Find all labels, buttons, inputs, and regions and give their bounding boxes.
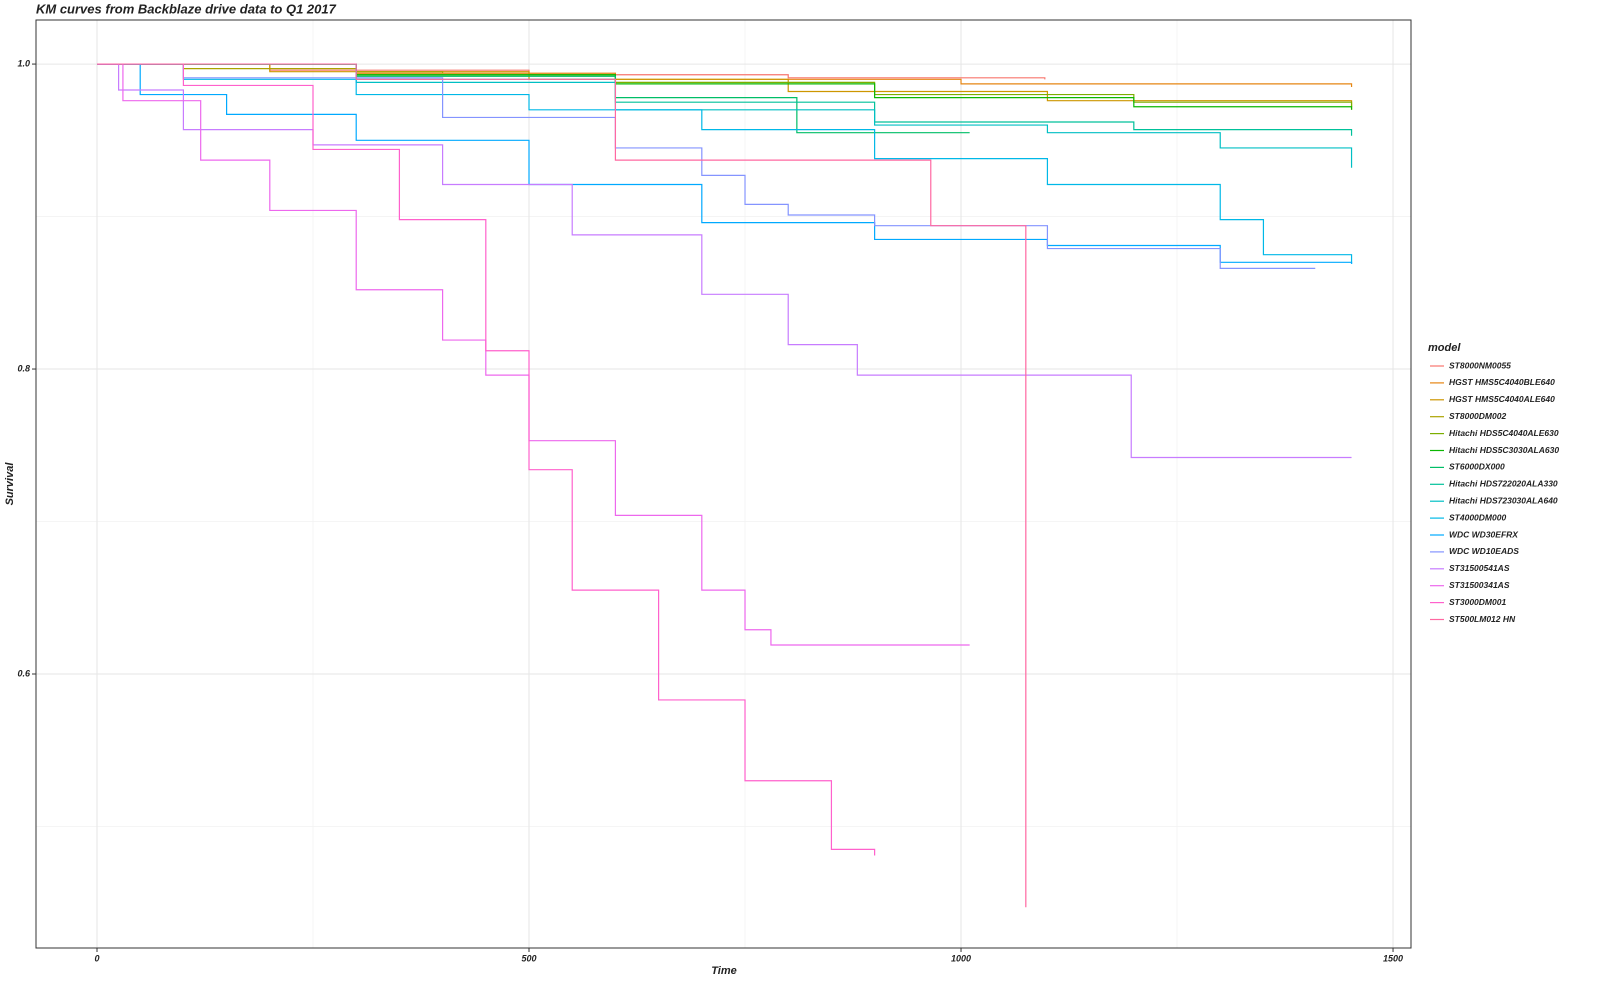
legend-label: WDC WD30EFRX <box>1449 529 1519 539</box>
y-axis-label: Survival <box>4 462 16 506</box>
legend-label: ST31500341AS <box>1449 580 1510 590</box>
survival-curve <box>96 63 876 856</box>
legend-label: ST500LM012 HN <box>1449 614 1516 624</box>
survival-curve <box>96 63 1046 80</box>
survival-curve <box>96 63 1353 110</box>
survival-curve <box>96 63 1353 264</box>
x-tick-label: 0 <box>94 953 99 963</box>
survival-curve <box>96 63 1353 110</box>
survival-curve <box>96 63 970 646</box>
x-tick-label: 500 <box>521 953 536 963</box>
legend-label: ST31500541AS <box>1449 563 1510 573</box>
legend-label: WDC WD10EADS <box>1449 546 1519 556</box>
legend-label: Hitachi HDS722020ALA330 <box>1449 479 1558 489</box>
legend-label: HGST HMS5C4040ALE640 <box>1449 394 1555 404</box>
y-tick-label: 0.8 <box>17 363 30 373</box>
x-axis-label: Time <box>711 965 736 977</box>
legend-label: ST8000NM0055 <box>1449 360 1511 370</box>
legend-label: ST6000DX000 <box>1449 462 1505 472</box>
legend-label: Hitachi HDS723030ALA640 <box>1449 495 1558 505</box>
survival-curve <box>96 63 1027 908</box>
legend-title: model <box>1428 342 1461 354</box>
plot-border <box>35 19 1412 949</box>
x-tick-label: 1000 <box>951 953 971 963</box>
legend-label: ST4000DM000 <box>1449 512 1506 522</box>
legend-label: ST3000DM001 <box>1449 597 1506 607</box>
chart-title: KM curves from Backblaze drive data to Q… <box>36 1 337 16</box>
legend-label: Hitachi HDS5C4040ALE630 <box>1449 428 1559 438</box>
legend-label: HGST HMS5C4040BLE640 <box>1449 377 1555 387</box>
legend-label: Hitachi HDS5C3030ALA630 <box>1449 445 1559 455</box>
survival-curve <box>96 63 1316 269</box>
y-tick-label: 1.0 <box>17 58 30 68</box>
y-tick-label: 0.6 <box>17 668 31 678</box>
survival-curve <box>96 63 1352 459</box>
survival-curve <box>96 63 1353 264</box>
legend-label: ST8000DM002 <box>1449 411 1506 421</box>
x-tick-label: 1500 <box>1383 953 1403 963</box>
